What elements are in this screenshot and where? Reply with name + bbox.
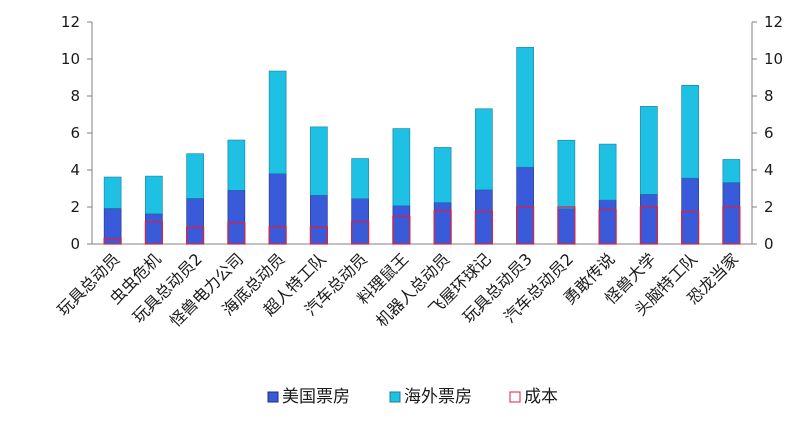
category-labels: 玩具总动员虫虫危机玩具总动员2怪兽电力公司海底总动员超人特工队汽车总动员料理鼠王…: [53, 249, 742, 330]
bar-us-boxoffice: [516, 166, 534, 245]
category-label: 玩具总动员: [53, 249, 123, 319]
bar-intl-boxoffice: [145, 175, 163, 215]
tick-labels: 0 0 2 2 4 4 6 6 8 8 10 10 12 12: [61, 13, 783, 253]
bar-intl-boxoffice: [268, 70, 287, 175]
cost-marker: [268, 226, 287, 245]
left-tick-label: 4: [70, 161, 80, 179]
left-tick-label: 8: [70, 87, 80, 105]
bar-intl-boxoffice: [433, 147, 452, 203]
bar-intl-boxoffice: [475, 108, 493, 191]
bar-intl-boxoffice: [227, 139, 246, 191]
legend-swatch-intl: [389, 391, 401, 403]
right-tick-label: 12: [764, 13, 783, 31]
bar-us-boxoffice: [722, 182, 741, 245]
cost-marker: [722, 206, 741, 245]
left-tick-label: 12: [61, 13, 80, 31]
right-tick-label: 10: [764, 50, 783, 68]
legend-label: 美国票房: [282, 387, 350, 407]
cost-marker: [639, 206, 658, 245]
bar-us-boxoffice: [640, 194, 658, 245]
bar-us-boxoffice: [186, 198, 204, 245]
bar-us-boxoffice: [433, 202, 452, 245]
left-tick-label: 2: [70, 198, 80, 216]
legend-swatch-cost: [509, 391, 521, 403]
bar-intl-boxoffice: [640, 106, 658, 195]
bar-us-boxoffice: [310, 195, 328, 245]
bar-us-boxoffice: [145, 213, 163, 245]
right-tick-label: 4: [764, 161, 774, 179]
left-tick-label: 6: [70, 124, 80, 142]
right-tick-label: 6: [764, 124, 774, 142]
bar-intl-boxoffice: [310, 126, 328, 196]
bar-intl-boxoffice: [681, 84, 699, 179]
bar-intl-boxoffice: [351, 158, 369, 199]
bar-us-boxoffice: [557, 208, 576, 245]
bar-intl-boxoffice: [557, 139, 576, 209]
cost-marker: [227, 222, 246, 245]
right-tick-label: 8: [764, 87, 774, 105]
cost-marker: [598, 209, 617, 245]
bar-us-boxoffice: [392, 205, 411, 245]
cost-marker: [309, 226, 328, 245]
left-tick-label: 0: [70, 235, 80, 253]
cost-marker: [433, 210, 452, 245]
cost-marker: [144, 221, 163, 245]
cost-marker: [186, 226, 205, 245]
bar-us-boxoffice: [475, 189, 493, 245]
legend-label: 海外票房: [404, 387, 472, 407]
legend-swatch-us: [267, 391, 279, 403]
cost-marker: [474, 211, 493, 245]
bar-intl-boxoffice: [186, 153, 204, 199]
cost-marker: [351, 221, 370, 245]
bar-intl-boxoffice: [516, 47, 534, 168]
left-tick-label: 10: [61, 50, 80, 68]
cost-markers: [103, 206, 741, 245]
bars: [103, 47, 741, 245]
cost-marker: [557, 206, 576, 245]
bar-us-boxoffice: [268, 173, 287, 245]
bar-intl-boxoffice: [722, 159, 741, 183]
bar-intl-boxoffice: [392, 128, 411, 207]
cost-marker: [103, 237, 122, 245]
cost-marker: [392, 215, 411, 245]
cost-marker: [681, 211, 700, 245]
bar-intl-boxoffice: [598, 143, 617, 201]
legend: 美国票房 海外票房 成本: [267, 387, 558, 407]
cost-marker: [516, 206, 535, 245]
legend-label: 成本: [524, 387, 558, 407]
bar-us-boxoffice: [227, 190, 246, 245]
right-tick-label: 2: [764, 198, 774, 216]
bar-us-boxoffice: [598, 199, 617, 245]
bar-intl-boxoffice: [103, 176, 122, 209]
right-tick-label: 0: [764, 235, 774, 253]
